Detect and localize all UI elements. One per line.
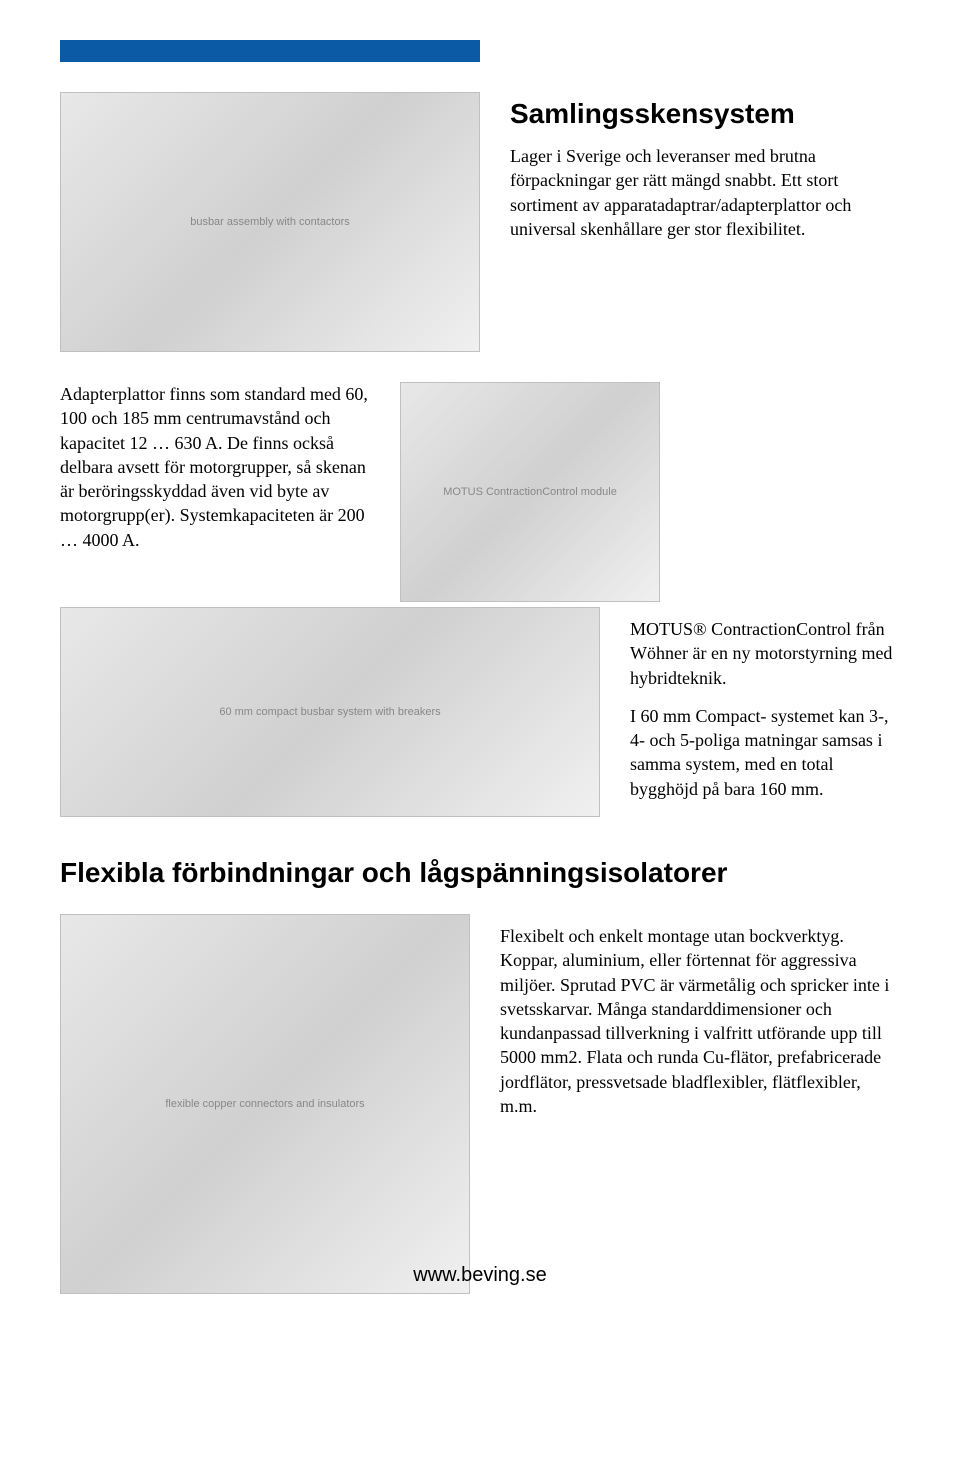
intro-text-block: Samlingsskensystem Lager i Sverige och l… bbox=[510, 92, 900, 352]
compact-and-motus-text: MOTUS® ContractionControl från Wöhner är… bbox=[630, 607, 900, 815]
busbar-product-image: 60 mm compact busbar system with breaker… bbox=[60, 607, 600, 817]
motus-paragraph: MOTUS® ContractionControl från Wöhner är… bbox=[630, 617, 900, 690]
section2-text-block: Flexibelt och enkelt montage utan bockve… bbox=[500, 914, 900, 1132]
motus-block: MOTUS ContractionControl module bbox=[400, 382, 900, 602]
compact-paragraph: I 60 mm Compact- systemet kan 3-, 4- och… bbox=[630, 704, 900, 801]
brand-top-bar bbox=[60, 40, 480, 62]
section2-heading: Flexibla förbindningar och lågspänningsi… bbox=[60, 857, 900, 889]
section1-heading: Samlingsskensystem bbox=[510, 98, 900, 130]
hero-product-image: busbar assembly with contactors bbox=[60, 92, 480, 352]
flexible-connectors-image: flexible copper connectors and insulator… bbox=[60, 914, 470, 1294]
flexibla-row: flexible copper connectors and insulator… bbox=[60, 914, 900, 1294]
motus-product-image: MOTUS ContractionControl module bbox=[400, 382, 660, 602]
adapter-motus-row: Adapterplattor finns som standard med 60… bbox=[60, 382, 900, 602]
compact-row: 60 mm compact busbar system with breaker… bbox=[60, 607, 900, 817]
section1-intro-paragraph: Lager i Sverige och leveranser med brutn… bbox=[510, 144, 900, 241]
adapter-paragraph: Adapterplattor finns som standard med 60… bbox=[60, 382, 370, 552]
adapter-text-block: Adapterplattor finns som standard med 60… bbox=[60, 382, 370, 602]
section2-paragraph: Flexibelt och enkelt montage utan bockve… bbox=[500, 924, 900, 1118]
hero-row: busbar assembly with contactors Samlings… bbox=[60, 92, 900, 352]
